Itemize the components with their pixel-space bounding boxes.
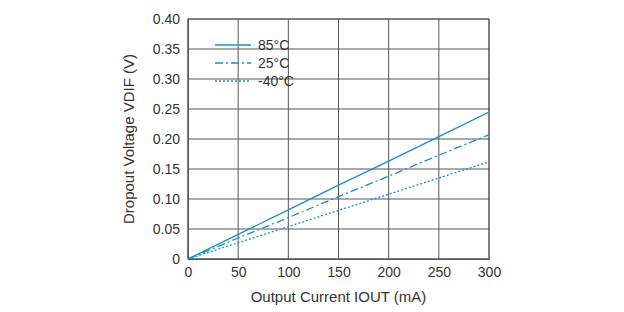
tick-label: 0.10 (153, 191, 180, 207)
tick: 100 (277, 259, 301, 280)
grid-line (188, 169, 489, 170)
legend-label: 25°C (258, 55, 289, 71)
series-lines (188, 112, 489, 259)
tick: 0.35 (153, 41, 188, 57)
grid-line (188, 79, 489, 80)
legend: 85°C 25°C -40°C (215, 37, 294, 89)
tick: 0.20 (153, 131, 188, 147)
tick-label: 300 (478, 264, 502, 280)
axis-line (188, 20, 189, 260)
tick-label: 0.35 (153, 41, 180, 57)
legend-label: -40°C (258, 73, 294, 89)
tick-label: 0.25 (153, 101, 180, 117)
legend-swatch (215, 80, 251, 81)
tick: 0.40 (153, 11, 188, 27)
tick: 200 (377, 259, 401, 280)
legend-swatch (215, 62, 251, 63)
tick-label: 150 (327, 264, 351, 280)
tick: 0 (185, 259, 193, 280)
legend-swatch (215, 44, 251, 45)
grid-line (188, 49, 489, 50)
chart: 05010015020025030000.050.100.150.200.250… (0, 0, 624, 312)
tick-label: 0.20 (153, 131, 180, 147)
y-axis-title: Dropout Voltage VDIF (V) (120, 54, 137, 224)
series-line (188, 135, 489, 259)
x-axis: 0 50 100 150 200 250 300 (185, 259, 502, 280)
tick-label: 200 (377, 264, 401, 280)
grid (188, 19, 489, 259)
tick-label: 0.15 (153, 161, 180, 177)
tick: 150 (327, 259, 351, 280)
tick: 300 (478, 259, 502, 280)
tick-label: 250 (428, 264, 452, 280)
tick: 0.10 (153, 191, 188, 207)
tick-label: 0.30 (153, 71, 180, 87)
tick: 0 (172, 251, 188, 267)
tick-label: 0.40 (153, 11, 180, 27)
tick: 0.05 (153, 221, 188, 237)
tick: 0.15 (153, 161, 188, 177)
tick-label: 50 (231, 264, 247, 280)
tick: 250 (428, 259, 452, 280)
tick: 0.25 (153, 101, 188, 117)
grid-line (188, 229, 489, 230)
tick: 50 (231, 259, 247, 280)
y-axis: 0 0.05 0.10 0.15 0.20 0.25 0.30 0.35 0.40 (153, 11, 189, 267)
series-line (188, 162, 489, 259)
tick-label: 100 (277, 264, 301, 280)
series-line (188, 112, 489, 259)
plot-frame (188, 19, 489, 259)
tick-label: 0.05 (153, 221, 180, 237)
tick-label: 0 (185, 264, 193, 280)
tick: 0.30 (153, 71, 188, 87)
axis-line (189, 259, 490, 260)
tick-label: 0 (172, 251, 180, 267)
legend-label: 85°C (258, 37, 289, 53)
grid-line (188, 199, 489, 200)
x-axis-title: Output Current IOUT (mA) (251, 288, 427, 305)
grid-line (188, 109, 489, 110)
grid-line (188, 139, 489, 140)
